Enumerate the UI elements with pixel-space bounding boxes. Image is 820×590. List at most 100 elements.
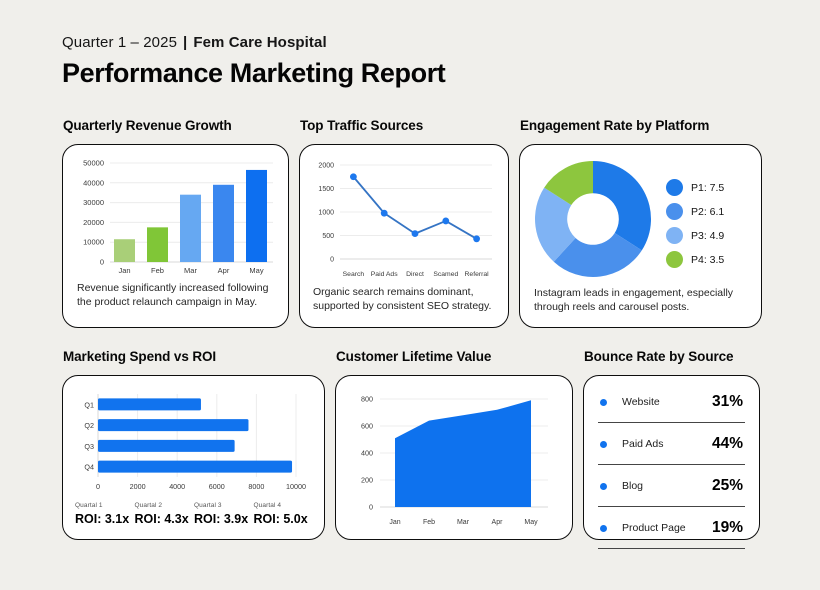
legend-label-p1: P1: 7.5	[691, 181, 725, 194]
svg-text:8000: 8000	[248, 482, 264, 491]
panel-title-engagement: Engagement Rate by Platform	[520, 118, 710, 133]
svg-text:Apr: Apr	[492, 519, 504, 526]
bounce-value-paid-ads: 44%	[711, 435, 743, 452]
legend-dot-p2	[666, 203, 683, 220]
traffic-line-chart: 0 500 1000 1500 2000 Search Paid Ads Direct Scam…	[318, 163, 492, 278]
svg-text:0: 0	[369, 503, 373, 512]
engagement-legend: P1: 7.5 P2: 6.1 P3: 4.9 P4: 3.5	[666, 179, 724, 275]
bounce-value-blog: 25%	[711, 477, 743, 494]
roi-quarter-4-label: Quartal 4	[253, 502, 282, 509]
bounce-label-blog: Blog	[622, 480, 644, 492]
clv-card: 0 200 400 600 800 Jan Feb Mar Apr May	[335, 375, 573, 540]
svg-text:May: May	[524, 519, 538, 526]
roi-quarter-2-label: Quartal 2	[134, 502, 163, 509]
svg-text:Jan: Jan	[389, 519, 400, 526]
svg-text:Referral: Referral	[465, 271, 490, 278]
bounce-value-product-page: 19%	[711, 519, 743, 536]
svg-text:1000: 1000	[318, 210, 334, 217]
svg-text:10000: 10000	[83, 238, 104, 247]
bounce-row-blog: Blog 25%	[598, 465, 745, 507]
roi-summary-row: Quartal 1 ROI: 3.1x Quartal 2 ROI: 4.3x …	[74, 502, 314, 526]
bounce-row-website: Website 31%	[598, 381, 745, 423]
panel-traffic-sources: Top Traffic Sources 0 500 1000 1500 2000 Sear…	[299, 118, 509, 328]
panel-bounce-rate: Bounce Rate by Source Website 31% Paid A…	[583, 349, 760, 549]
traffic-card: 0 500 1000 1500 2000 Search Paid Ads Direct Scam…	[299, 144, 509, 328]
svg-text:600: 600	[361, 422, 373, 431]
svg-text:10000: 10000	[286, 482, 306, 491]
panel-title-revenue: Quarterly Revenue Growth	[63, 118, 232, 133]
page-title: Performance Marketing Report	[62, 58, 446, 88]
svg-text:2000: 2000	[318, 163, 334, 170]
engagement-card: P1: 7.5 P2: 6.1 P3: 4.9 P4: 3.5	[519, 144, 762, 328]
svg-text:40000: 40000	[83, 178, 104, 187]
bounce-card: Website 31% Paid Ads 44% Blog 25% Produc…	[583, 375, 760, 549]
svg-text:Feb: Feb	[151, 266, 164, 275]
panel-title-traffic: Top Traffic Sources	[300, 118, 424, 133]
legend-label-p4: P4: 3.5	[691, 253, 725, 266]
engagement-caption: Instagram leads in engagement, especiall…	[534, 287, 734, 313]
roi-quarter-1-value: ROI: 3.1x	[75, 512, 130, 526]
svg-text:Direct: Direct	[406, 271, 424, 278]
report-period: Quarter 1 – 2025	[62, 34, 178, 51]
svg-text:Search: Search	[343, 271, 365, 278]
svg-text:Feb: Feb	[423, 519, 435, 526]
svg-text:20000: 20000	[83, 218, 104, 227]
bounce-value-website: 31%	[711, 393, 743, 410]
legend-dot-p4	[666, 251, 683, 268]
roi-quarter-3: Quartal 3 ROI: 3.9x	[194, 502, 254, 526]
roi-quarter-1-label: Quartal 1	[75, 502, 103, 509]
svg-text:Apr: Apr	[218, 266, 230, 275]
roi-quarter-4-value: ROI: 5.0x	[253, 512, 308, 526]
bounce-row-product-page: Product Page 19%	[598, 507, 745, 549]
svg-text:Q3: Q3	[84, 442, 94, 451]
svg-text:1500: 1500	[318, 186, 334, 193]
bullet-dot-icon	[600, 482, 607, 490]
legend-label-p3: P3: 4.9	[691, 229, 725, 242]
svg-text:2000: 2000	[130, 482, 146, 491]
roi-quarter-1: Quartal 1 ROI: 3.1x	[75, 502, 135, 526]
bounce-label-paid-ads: Paid Ads	[622, 438, 664, 450]
panel-title-clv: Customer Lifetime Value	[336, 349, 492, 364]
roi-quarter-3-label: Quartal 3	[194, 502, 222, 509]
svg-text:0: 0	[100, 258, 104, 267]
panel-title-roi: Marketing Spend vs ROI	[63, 349, 217, 364]
spend-hbar-chart: 0 2000 4000 6000 8000 10000 Q1 Q2 Q3 Q4	[84, 394, 306, 491]
svg-text:Q4: Q4	[84, 463, 94, 472]
traffic-caption: Organic search remains dominant, support…	[313, 286, 492, 312]
revenue-caption: Revenue significantly increased followin…	[77, 282, 269, 308]
bounce-label-product-page: Product Page	[622, 522, 686, 534]
panel-quarterly-revenue: Quarterly Revenue Growth 0 10000 20000 3000…	[62, 118, 289, 328]
organization-name: Fem Care Hospital	[193, 34, 327, 51]
subtitle-divider: |	[183, 34, 188, 51]
svg-text:30000: 30000	[83, 198, 104, 207]
roi-quarter-3-value: ROI: 3.9x	[194, 512, 249, 526]
legend-item-p4: P4: 3.5	[666, 251, 724, 268]
svg-text:50000: 50000	[83, 159, 104, 168]
bullet-dot-icon	[600, 398, 607, 406]
bounce-row-paid-ads: Paid Ads 44%	[598, 423, 745, 465]
panel-marketing-spend-roi: Marketing Spend vs ROI 0 2000 4000 6000 8000…	[62, 349, 325, 540]
svg-text:200: 200	[361, 476, 373, 485]
svg-text:Mar: Mar	[457, 519, 470, 526]
engagement-chart-row: P1: 7.5 P2: 6.1 P3: 4.9 P4: 3.5	[533, 159, 753, 279]
clv-area-chart: 0 200 400 600 800 Jan Feb Mar Apr May	[361, 395, 548, 526]
report-subtitle: Quarter 1 – 2025 | Fem Care Hospital	[62, 34, 758, 51]
legend-item-p2: P2: 6.1	[666, 203, 724, 220]
panel-customer-lifetime-value: Customer Lifetime Value 0 200 400 600 800 Jan…	[335, 349, 573, 540]
legend-label-p2: P2: 6.1	[691, 205, 725, 218]
legend-dot-p3	[666, 227, 683, 244]
svg-text:Q1: Q1	[84, 400, 94, 409]
roi-card: 0 2000 4000 6000 8000 10000 Q1 Q2 Q3 Q4 Quartal 1…	[62, 375, 325, 540]
svg-text:800: 800	[361, 395, 373, 404]
svg-text:Jan: Jan	[118, 266, 130, 275]
svg-text:0: 0	[96, 482, 100, 491]
svg-text:500: 500	[322, 233, 334, 240]
roi-quarter-2: Quartal 2 ROI: 4.3x	[135, 502, 195, 526]
roi-quarter-4: Quartal 4 ROI: 5.0x	[254, 502, 314, 526]
legend-item-p1: P1: 7.5	[666, 179, 724, 196]
svg-text:0: 0	[330, 257, 334, 264]
panel-engagement-rate: Engagement Rate by Platform P1: 7.5 P2: …	[519, 118, 762, 328]
engagement-donut-chart	[535, 161, 651, 277]
revenue-bar-chart: 0 10000 20000 30000 40000 50000 Jan Feb Mar Apr Ma…	[83, 159, 273, 275]
